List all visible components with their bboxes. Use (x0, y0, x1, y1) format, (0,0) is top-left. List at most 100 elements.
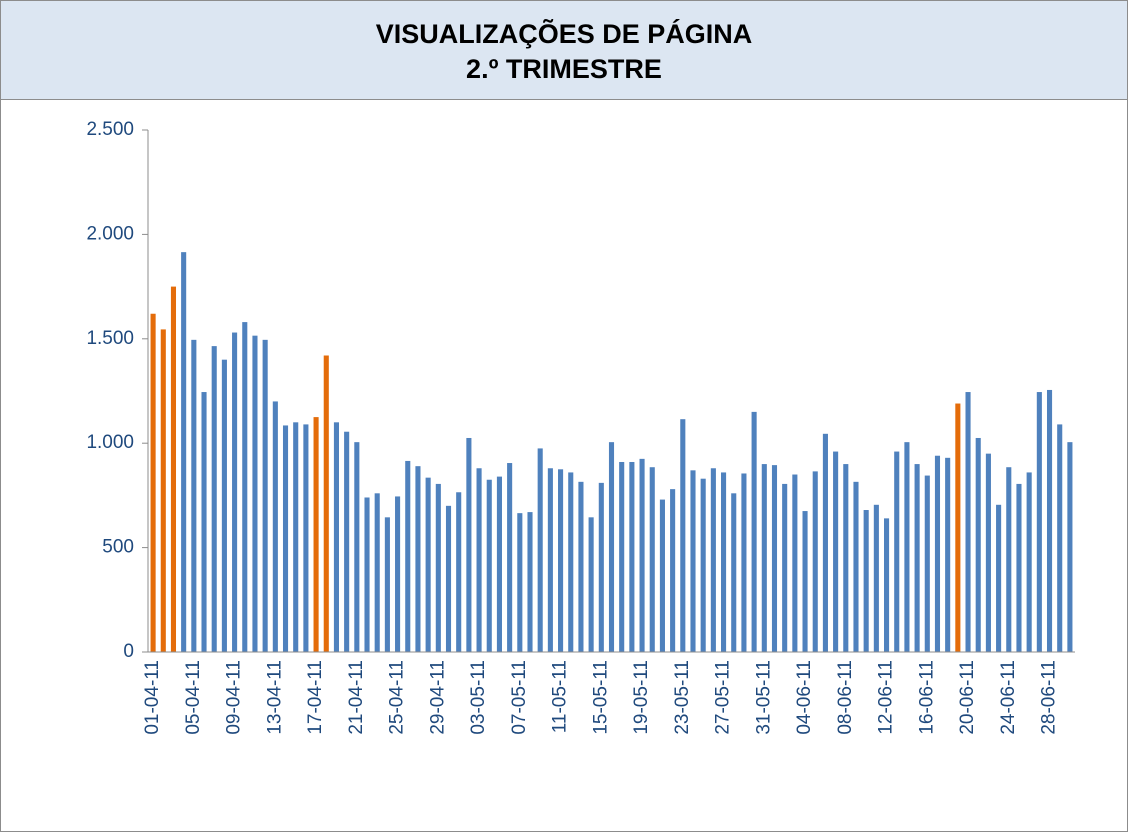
bar (1036, 392, 1042, 652)
bar (1046, 389, 1053, 652)
x-tick-label: 12-06-11 (876, 660, 897, 735)
x-tick-label: 27-05-11 (713, 660, 734, 735)
bar (985, 453, 991, 652)
bar (445, 505, 452, 652)
bar (252, 335, 258, 652)
bar (792, 474, 798, 652)
bar (934, 455, 941, 652)
bar (405, 460, 411, 652)
bar (456, 492, 462, 652)
bar (415, 466, 421, 652)
bar (293, 422, 299, 652)
y-tick-label: 2.500 (86, 119, 134, 140)
bar (344, 431, 350, 652)
bar (364, 497, 370, 652)
bar (160, 329, 166, 652)
bar (150, 313, 156, 652)
bar (201, 392, 207, 652)
bar (323, 355, 329, 652)
bar (700, 478, 706, 652)
bar (996, 504, 1002, 652)
bar (486, 479, 492, 652)
bar (232, 332, 238, 652)
bar (619, 461, 625, 652)
bar (333, 422, 340, 652)
bar (863, 510, 869, 652)
bar (649, 467, 655, 652)
x-tick-label: 05-04-11 (183, 660, 204, 735)
bar (191, 339, 197, 652)
bar (1067, 442, 1073, 652)
x-tick-label: 15-05-11 (590, 660, 611, 735)
bar (496, 476, 502, 652)
bar (598, 482, 604, 652)
bar (883, 518, 890, 652)
bar (476, 468, 482, 652)
chart-title: VISUALIZAÇÕES DE PÁGINA (376, 18, 753, 49)
bar (741, 473, 747, 652)
bar (945, 457, 951, 652)
bar (568, 472, 574, 652)
bar (507, 463, 513, 652)
bar (435, 483, 441, 652)
x-tick-label: 23-05-11 (672, 660, 693, 735)
bar (771, 465, 778, 652)
x-tick-label: 07-05-11 (509, 660, 530, 735)
bar (975, 437, 981, 652)
bar (527, 512, 533, 652)
bar (965, 392, 971, 652)
bar (517, 513, 523, 652)
bar (873, 504, 879, 652)
bar (170, 286, 177, 652)
bar (629, 461, 635, 652)
x-tick-label: 28-06-11 (1039, 660, 1060, 735)
bar (1016, 483, 1022, 652)
bar (578, 481, 584, 652)
bar (1006, 467, 1012, 652)
bar (425, 477, 431, 652)
x-tick-label: 21-04-11 (346, 660, 367, 735)
bar (721, 472, 727, 652)
bar (761, 464, 767, 652)
bar (680, 419, 686, 652)
x-tick-label: 24-06-11 (998, 660, 1019, 735)
x-tick-label: 19-05-11 (631, 660, 652, 735)
bar (374, 493, 380, 652)
bar (853, 481, 859, 652)
bar (822, 433, 828, 652)
bar (670, 489, 676, 652)
bar (262, 339, 268, 652)
bar (659, 499, 665, 652)
bar (904, 442, 910, 652)
bar (313, 417, 319, 652)
y-tick-label: 1.500 (86, 328, 134, 349)
bar (833, 451, 839, 652)
bar (558, 469, 564, 652)
bar (242, 322, 248, 652)
bar (282, 425, 289, 652)
bar (843, 464, 849, 652)
bar (211, 346, 217, 652)
bar (354, 442, 360, 652)
chart-subtitle: 2.º TRIMESTRE (466, 54, 662, 84)
x-tick-label: 16-06-11 (916, 660, 937, 735)
bar (690, 470, 696, 652)
x-tick-label: 29-04-11 (427, 660, 448, 735)
bar (924, 475, 930, 652)
x-tick-label: 08-06-11 (835, 660, 856, 735)
bar (751, 411, 757, 652)
bar (588, 517, 594, 652)
x-tick-label: 20-06-11 (957, 660, 978, 735)
bar (812, 471, 818, 652)
bar (1057, 424, 1063, 652)
x-tick-label: 01-04-11 (142, 660, 163, 735)
x-tick-label: 13-04-11 (264, 660, 285, 735)
x-tick-label: 11-05-11 (550, 660, 571, 733)
bar (955, 403, 961, 652)
bar (547, 468, 553, 652)
bar (894, 451, 900, 652)
y-tick-label: 2.000 (86, 223, 134, 244)
bar (221, 359, 227, 652)
